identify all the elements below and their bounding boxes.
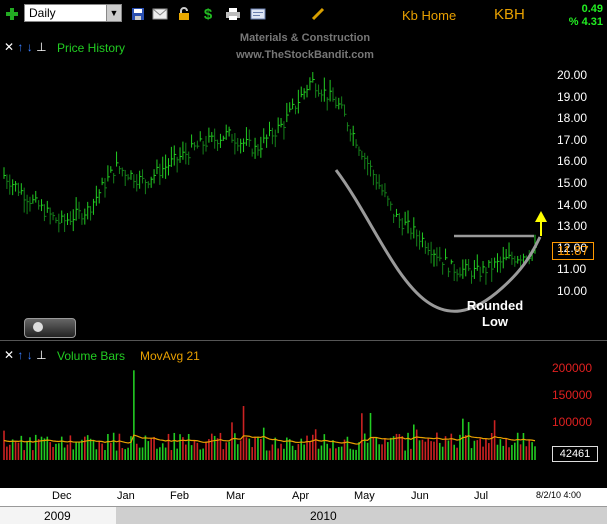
price-tick-label: 13.00	[557, 219, 588, 234]
volume-chart	[3, 370, 536, 460]
save-icon[interactable]	[130, 5, 146, 23]
month-label: Mar	[226, 490, 245, 502]
volume-tick-label: 150000	[552, 388, 593, 402]
email-icon[interactable]	[152, 5, 168, 23]
movavg-legend: MovAvg 21	[140, 349, 200, 363]
month-label: Apr	[292, 490, 310, 502]
panel-divider	[0, 340, 607, 341]
price-tick-label: 12.00	[557, 240, 588, 255]
toolbar: Daily ▼ $ Kb Home KBH 0.49 % 4.31	[0, 0, 607, 30]
month-label: Dec	[52, 490, 72, 502]
handle-grip-icon	[33, 322, 43, 332]
month-label: May	[354, 490, 375, 502]
price-tick-label: 17.00	[557, 132, 588, 147]
price-tick-label: 20.00	[557, 68, 588, 82]
chevron-down-icon[interactable]: ▼	[106, 5, 121, 21]
price-tick-label: 18.00	[557, 111, 588, 126]
price-tick-label: 10.00	[557, 284, 588, 298]
current-price-label: 11.87	[552, 242, 594, 260]
year-segment-2010: 2010	[116, 506, 607, 524]
month-label: Jul	[474, 490, 489, 502]
current-volume-label: 42461	[552, 446, 598, 462]
ticker-symbol: KBH	[494, 6, 525, 23]
time-axis: Dec Jan Feb Mar Apr May Jun Jul 8/2/10 4:00 200…	[0, 488, 607, 524]
price-tick-label: 11.00	[557, 262, 587, 277]
volume-tick-label: 200000	[552, 361, 593, 375]
year-label-2010: 2010	[310, 509, 337, 523]
rounded-low-pattern-line	[334, 169, 542, 313]
month-label: Jun	[411, 490, 429, 502]
change-absolute: 0.49	[581, 3, 603, 15]
volume-tick-label: 100000	[552, 415, 593, 429]
volume-moving-average-line	[3, 434, 536, 445]
timeframe-value: Daily	[29, 6, 56, 20]
close-icon[interactable]: ✕	[4, 348, 15, 362]
card-icon[interactable]	[249, 5, 267, 23]
price-tick-label: 15.00	[557, 176, 588, 190]
rounded-low-annotation: Rounded Low	[466, 298, 524, 329]
volume-panel-controls[interactable]: ✕ ↑ ↓ ⊥	[4, 348, 47, 362]
watermark-line1: Materials & Construction	[239, 32, 371, 44]
year-label-2009: 2009	[44, 509, 71, 523]
year-segment-2009: 2009	[0, 506, 116, 524]
arrow-up-icon[interactable]: ↑	[17, 348, 24, 362]
print-icon[interactable]	[224, 5, 242, 23]
price-tick-label: 19.00	[557, 89, 588, 104]
pin-icon[interactable]: ⊥	[36, 40, 47, 54]
change-percent: % 4.31	[568, 16, 603, 28]
timestamp: 8/2/10 4:00	[536, 490, 582, 500]
volume-panel-title: Volume Bars	[57, 349, 126, 363]
price-panel-controls[interactable]: ✕ ↑ ↓ ⊥	[4, 40, 47, 54]
price-panel-title: Price History	[57, 41, 126, 55]
pin-icon[interactable]: ⊥	[36, 348, 47, 362]
arrow-up-icon[interactable]: ↑	[17, 40, 24, 54]
company-name: Kb Home	[402, 8, 457, 23]
pencil-icon[interactable]	[310, 5, 326, 23]
scroll-handle[interactable]	[24, 318, 76, 338]
breakout-arrow-icon	[535, 211, 547, 222]
price-tick-label: 16.00	[557, 154, 588, 169]
lock-icon[interactable]	[176, 5, 192, 23]
close-icon[interactable]: ✕	[4, 40, 15, 54]
month-label: Jan	[117, 490, 135, 502]
month-label: Feb	[170, 490, 189, 502]
timeframe-select[interactable]: Daily ▼	[24, 4, 122, 22]
dollar-icon[interactable]: $	[203, 5, 213, 23]
arrow-down-icon[interactable]: ↓	[26, 348, 33, 362]
arrow-down-icon[interactable]: ↓	[26, 40, 33, 54]
watermark-line2: www.TheStockBandit.com	[236, 49, 374, 61]
price-chart	[3, 72, 547, 313]
price-tick-label: 14.00	[557, 197, 588, 212]
add-icon[interactable]	[4, 5, 20, 23]
